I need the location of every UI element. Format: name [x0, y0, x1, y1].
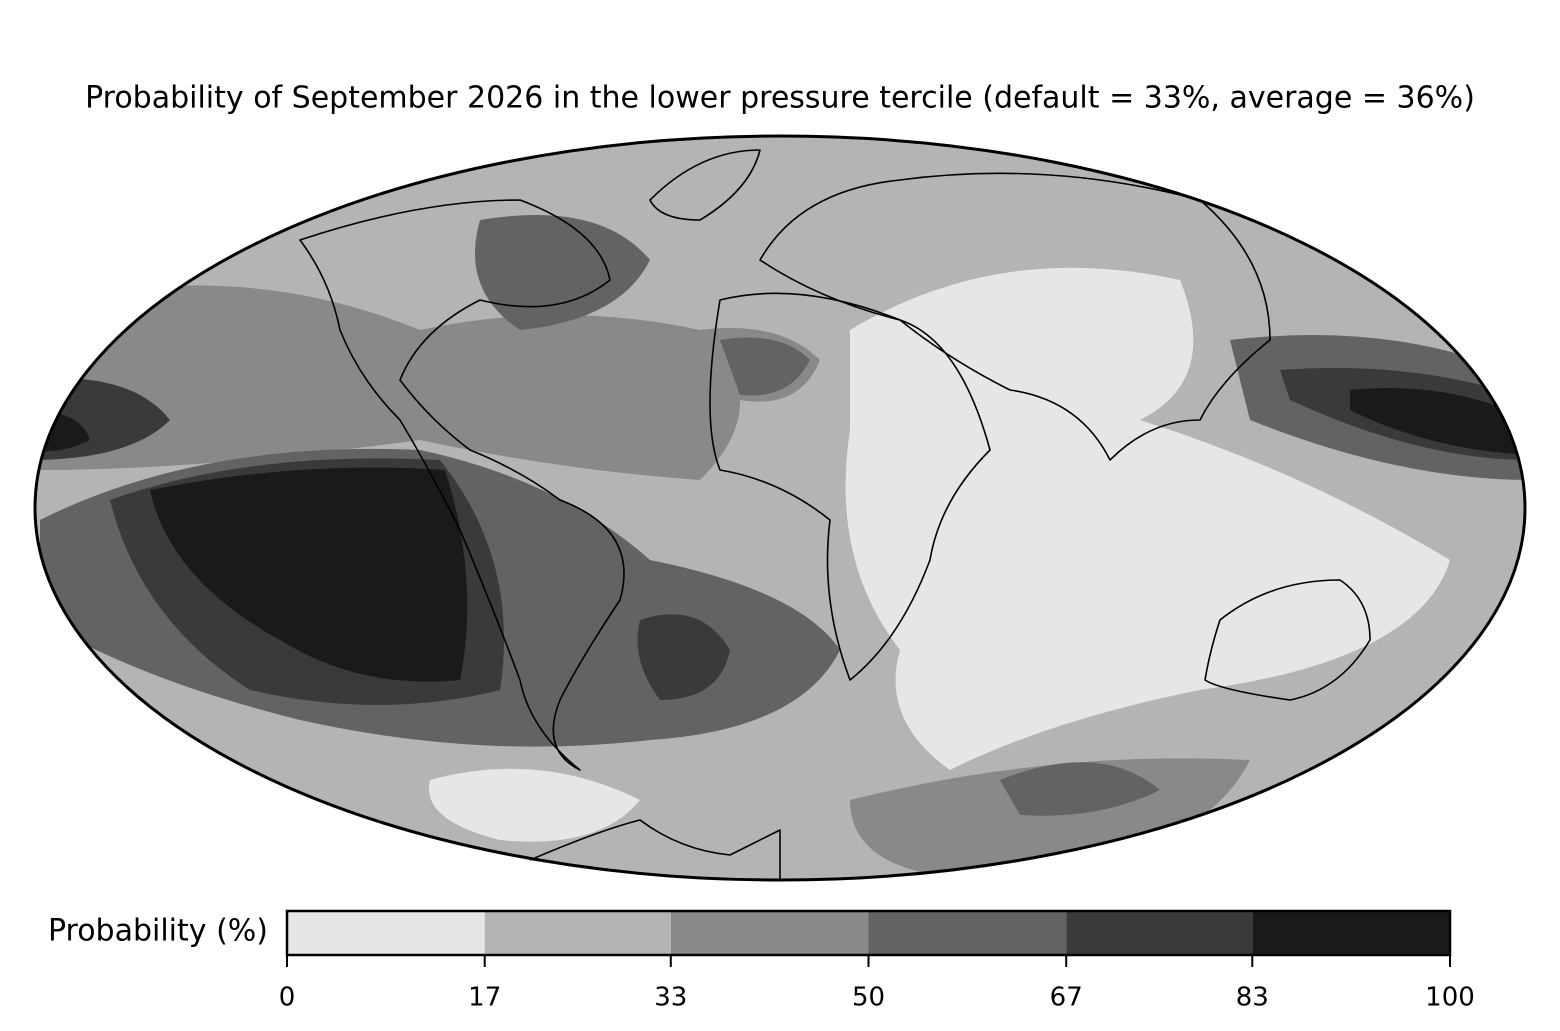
- tick-label: 83: [1236, 983, 1269, 1013]
- map-field: [35, 136, 1525, 880]
- tick-label: 0: [279, 983, 296, 1013]
- contour-region: [150, 467, 468, 682]
- contour-region: [845, 267, 1450, 770]
- coast-americas: [299, 199, 625, 771]
- tick-label: 17: [468, 983, 501, 1013]
- coast-eurasia: [759, 172, 1271, 461]
- colorbar-segment: [1066, 911, 1253, 955]
- map-title: Probability of September 2026 in the low…: [85, 81, 1475, 116]
- colorbar: 0 17 33 50 67 83 100: [279, 911, 1475, 1013]
- contour-region: [475, 215, 650, 330]
- coast-antarctica: [529, 819, 781, 880]
- tick-label: 33: [654, 983, 687, 1013]
- tick-label: 67: [1050, 983, 1083, 1013]
- coast-greenland: [649, 149, 761, 221]
- tick-label: 100: [1425, 983, 1475, 1013]
- contour-region: [40, 285, 740, 480]
- coast-africa: [709, 292, 991, 681]
- coast-australia: [1204, 579, 1371, 701]
- contour-region: [428, 768, 640, 842]
- colorbar-segment: [868, 911, 1067, 955]
- contour-region: [1000, 762, 1160, 816]
- colorbar-segment: [287, 911, 485, 955]
- colorbar-label: Probability (%): [48, 914, 268, 949]
- contour-region: [720, 337, 810, 396]
- tick-label: 50: [852, 983, 885, 1013]
- colorbar-segment: [1252, 911, 1450, 955]
- colorbar-segment: [670, 911, 869, 955]
- contour-region: [1350, 388, 1525, 455]
- contour-region: [637, 614, 730, 700]
- colorbar-segment: [484, 911, 671, 955]
- coastlines: [299, 149, 1371, 880]
- map-boundary: [33, 134, 1527, 882]
- colorbar-frame: [285, 909, 1452, 957]
